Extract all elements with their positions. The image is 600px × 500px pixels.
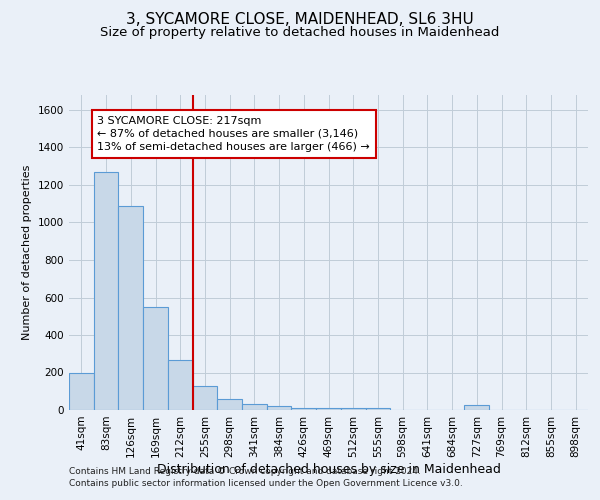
Bar	[193, 386, 217, 410]
Text: 3, SYCAMORE CLOSE, MAIDENHEAD, SL6 3HU: 3, SYCAMORE CLOSE, MAIDENHEAD, SL6 3HU	[126, 12, 474, 28]
Text: Size of property relative to detached houses in Maidenhead: Size of property relative to detached ho…	[100, 26, 500, 39]
Bar	[118, 206, 143, 410]
Bar	[94, 172, 118, 410]
X-axis label: Distribution of detached houses by size in Maidenhead: Distribution of detached houses by size …	[157, 462, 500, 475]
Bar	[217, 399, 242, 410]
Bar	[267, 406, 292, 410]
Bar	[69, 374, 94, 410]
Y-axis label: Number of detached properties: Number of detached properties	[22, 165, 32, 340]
Bar	[143, 307, 168, 410]
Text: 3 SYCAMORE CLOSE: 217sqm
← 87% of detached houses are smaller (3,146)
13% of sem: 3 SYCAMORE CLOSE: 217sqm ← 87% of detach…	[97, 116, 370, 152]
Text: Contains HM Land Registry data © Crown copyright and database right 2024.: Contains HM Land Registry data © Crown c…	[69, 468, 421, 476]
Bar	[168, 360, 193, 410]
Text: Contains public sector information licensed under the Open Government Licence v3: Contains public sector information licen…	[69, 479, 463, 488]
Bar	[242, 404, 267, 410]
Bar	[292, 408, 316, 410]
Bar	[365, 408, 390, 410]
Bar	[341, 408, 365, 410]
Bar	[464, 405, 489, 410]
Bar	[316, 408, 341, 410]
